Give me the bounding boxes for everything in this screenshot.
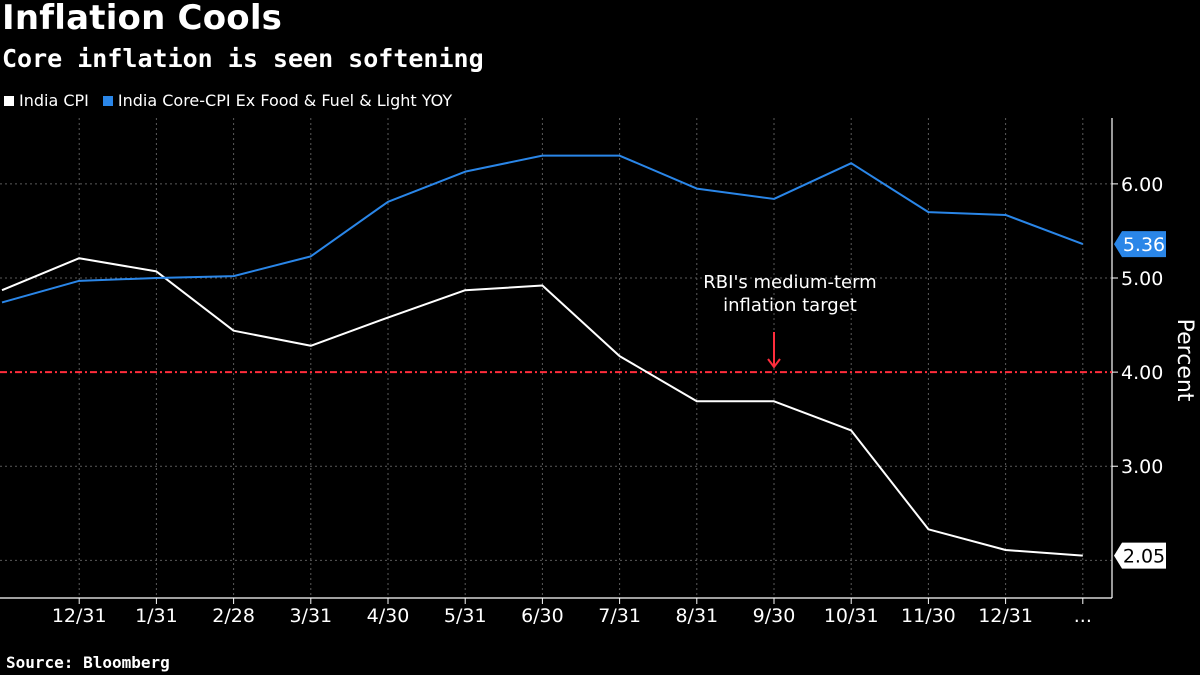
last-value-label-core-cpi: 5.36 (1123, 234, 1165, 256)
legend-swatch-core-cpi (102, 95, 113, 106)
x-tick-label: 6/30 (521, 605, 564, 627)
y-axis-title: Percent (1172, 319, 1197, 402)
legend-entry-core-cpi: India Core-CPI Ex Food & Fuel & Light YO… (102, 91, 453, 110)
y-tick-label: 3.00 (1121, 456, 1163, 478)
legend-label-cpi: India CPI (19, 91, 89, 110)
series-line-cpi (1, 257, 1083, 557)
legend-swatch-cpi (4, 95, 14, 106)
annotation-text: inflation target (723, 295, 857, 316)
y-tick-label: 6.00 (1121, 174, 1163, 196)
x-tick-label: 8/31 (675, 605, 718, 627)
last-value-label-cpi: 2.05 (1123, 546, 1165, 568)
x-tick-label: 12/31 (52, 605, 107, 627)
x-tick-label: 2/28 (212, 605, 255, 627)
last-value-box-cpi (1114, 542, 1166, 569)
x-tick-label: 5/31 (444, 605, 487, 627)
x-tick-label: ... (1074, 605, 1092, 627)
chart-title: Inflation Cools (2, 0, 283, 38)
x-tick-label: 3/31 (289, 605, 332, 627)
source-note: Source: Bloomberg (6, 653, 170, 672)
x-tick-label: 9/30 (753, 605, 796, 627)
x-tick-label: 10/31 (824, 605, 879, 627)
annotation-arrow-head (767, 358, 781, 369)
legend: India CPI India Core-CPI Ex Food & Fuel … (4, 91, 452, 110)
annotation-text: RBI's medium-term (703, 272, 876, 293)
x-tick-label: 7/31 (598, 605, 641, 627)
x-tick-label: 1/31 (135, 605, 178, 627)
legend-label-core-cpi: India Core-CPI Ex Food & Fuel & Light YO… (117, 91, 453, 110)
y-tick-label: 5.00 (1121, 268, 1163, 290)
last-value-box-core-cpi (1114, 231, 1166, 258)
legend-entry-cpi: India CPI (4, 91, 89, 110)
chart-subtitle: Core inflation is seen softening (2, 44, 484, 73)
x-tick-label: 12/31 (978, 605, 1033, 627)
x-tick-label: 4/30 (367, 605, 410, 627)
x-tick-label: 11/30 (901, 605, 956, 627)
y-tick-label: 4.00 (1121, 362, 1163, 384)
